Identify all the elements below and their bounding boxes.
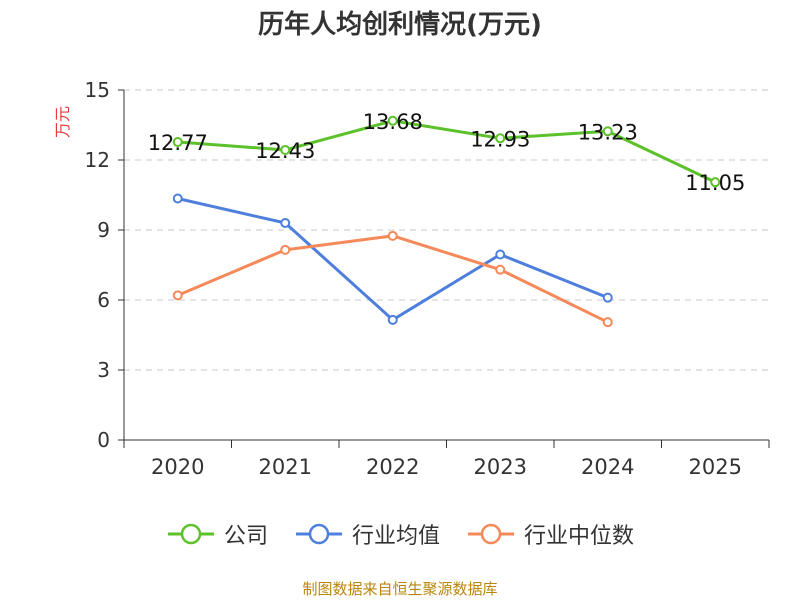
y-tick-label: 6 bbox=[97, 288, 110, 312]
data-point bbox=[602, 292, 613, 303]
y-tick-label: 12 bbox=[85, 148, 110, 172]
data-label: 12.93 bbox=[470, 127, 530, 151]
chart-title: 历年人均创利情况(万元) bbox=[258, 10, 542, 40]
x-tick-label: 2023 bbox=[474, 455, 527, 479]
x-tick-label: 2021 bbox=[259, 455, 312, 479]
series-layer bbox=[172, 115, 721, 328]
axes: 0 3 6 9 12 15 2020 2021 2022 2023 2024 2025 万元 bbox=[53, 78, 770, 479]
series-line-1 bbox=[177, 197, 609, 322]
series-line-2 bbox=[177, 234, 609, 324]
y-axis-title: 万元 bbox=[53, 106, 72, 138]
data-point bbox=[495, 133, 506, 144]
data-point bbox=[172, 137, 183, 148]
data-point bbox=[280, 218, 291, 228]
y-tick-label: 0 bbox=[97, 428, 110, 452]
data-point bbox=[172, 193, 183, 204]
data-label: 13.68 bbox=[363, 110, 423, 134]
data-point bbox=[387, 115, 398, 126]
grid-lines bbox=[124, 89, 769, 371]
y-tick-label: 9 bbox=[97, 218, 110, 242]
data-label: 12.77 bbox=[148, 131, 208, 155]
legend-item[interactable]: 公司 bbox=[166, 518, 268, 550]
x-tick-label: 2024 bbox=[581, 455, 634, 479]
legend-marker-icon bbox=[468, 523, 514, 545]
x-tick-label: 2020 bbox=[151, 455, 204, 479]
y-tick-label: 15 bbox=[85, 78, 110, 102]
legend-item[interactable]: 行业中位数 bbox=[466, 518, 634, 550]
legend: 公司 行业均值 行业中位数 bbox=[0, 518, 800, 550]
source-note: 制图数据来自恒生聚源数据库 bbox=[302, 580, 498, 598]
data-point bbox=[602, 317, 613, 328]
data-point bbox=[495, 264, 506, 275]
x-tick-label: 2022 bbox=[366, 455, 419, 479]
data-label: 13.23 bbox=[578, 120, 638, 144]
series-line-0 bbox=[177, 119, 716, 184]
data-label: 12.43 bbox=[255, 139, 315, 163]
x-tick-label: 2025 bbox=[689, 455, 742, 479]
legend-marker-icon bbox=[167, 523, 214, 545]
data-labels: 12.77 12.43 13.68 12.93 13.23 11.05 bbox=[148, 110, 746, 195]
data-point bbox=[280, 244, 291, 255]
y-tick-label: 3 bbox=[97, 358, 110, 382]
legend-label: 行业中位数 bbox=[524, 524, 635, 549]
data-point bbox=[602, 126, 613, 137]
data-point bbox=[387, 314, 398, 325]
legend-marker-icon bbox=[295, 523, 342, 545]
legend-item[interactable]: 行业均值 bbox=[294, 518, 440, 550]
data-point bbox=[710, 177, 721, 188]
legend-label: 行业均值 bbox=[351, 524, 440, 549]
data-point bbox=[280, 144, 291, 155]
data-label: 11.05 bbox=[685, 171, 745, 195]
data-point bbox=[495, 249, 506, 260]
data-point bbox=[172, 290, 183, 301]
data-point bbox=[387, 230, 398, 241]
legend-label: 公司 bbox=[223, 524, 268, 549]
